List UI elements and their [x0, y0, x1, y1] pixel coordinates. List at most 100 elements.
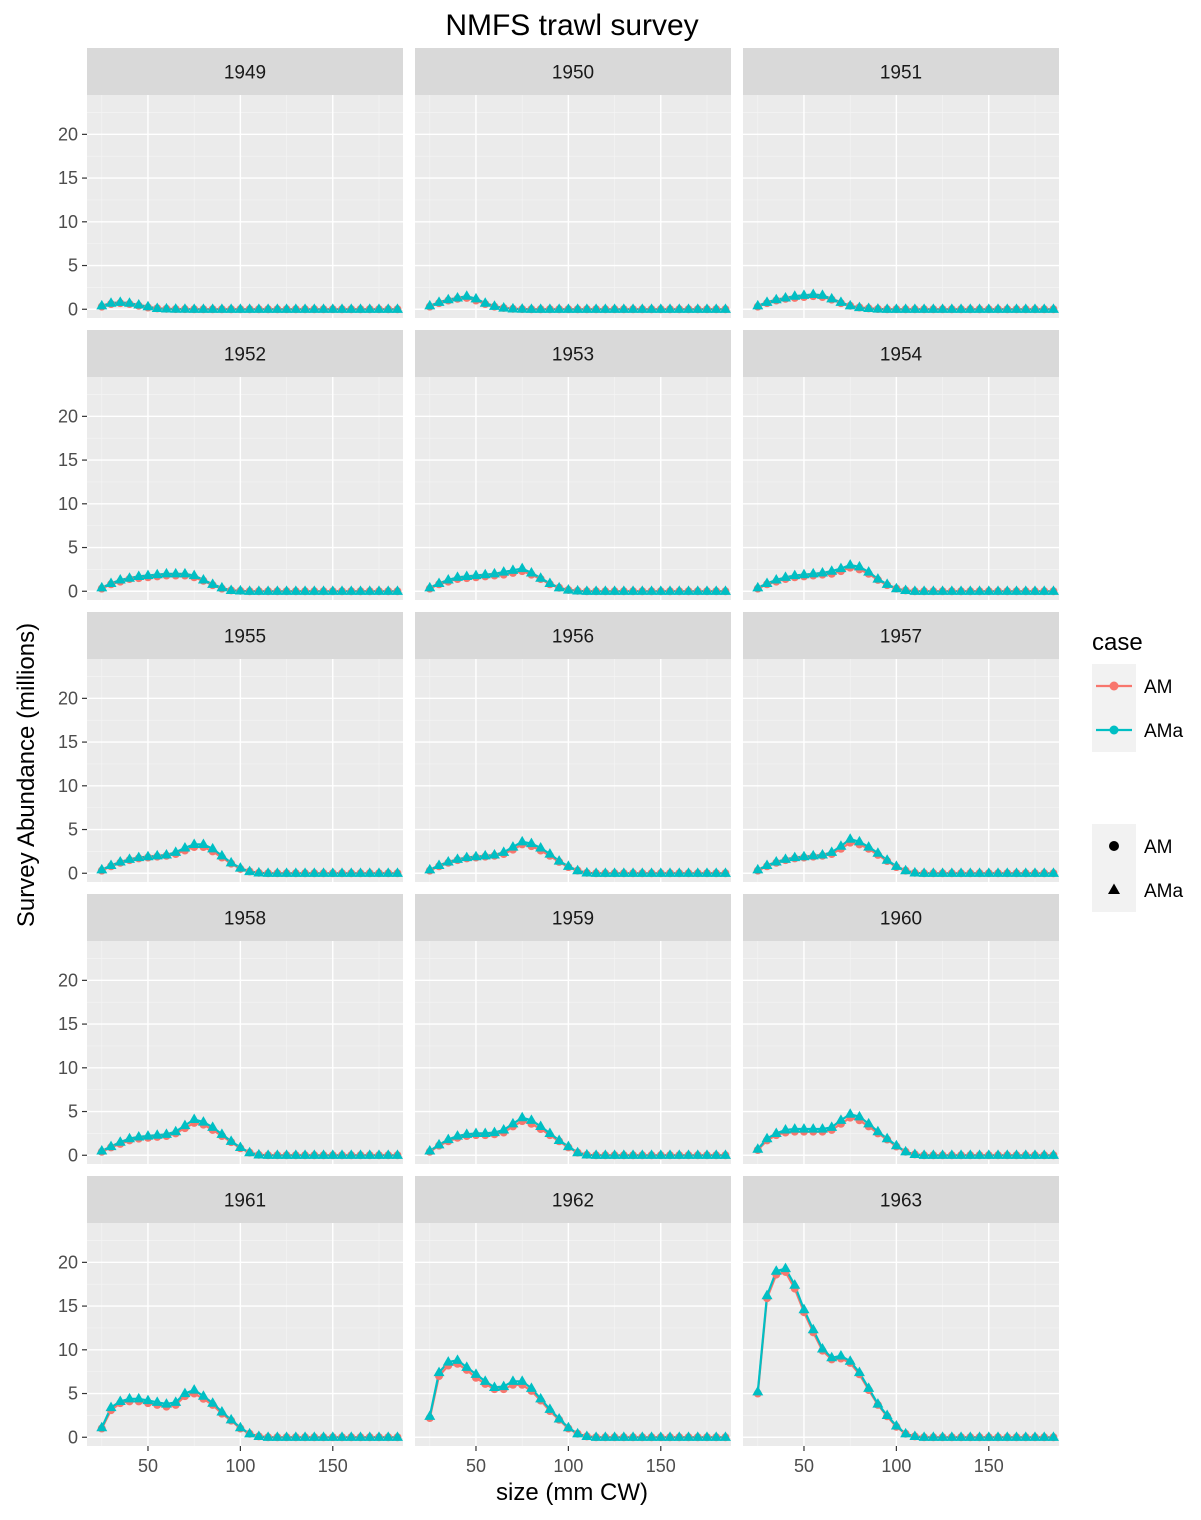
point-AMa [946, 585, 958, 595]
y-tick-label: 10 [58, 1058, 78, 1078]
point-AMa [807, 1323, 819, 1334]
point-AMa [1047, 585, 1059, 595]
point-AMa [909, 866, 921, 877]
facet-background [415, 95, 731, 318]
point-AMa [992, 585, 1004, 595]
point-AMa [105, 577, 117, 588]
point-AMa [752, 299, 764, 310]
point-AMa [752, 581, 764, 592]
point-AMa [992, 1431, 1004, 1441]
point-AMa [354, 867, 366, 877]
x-tick-label: 50 [466, 1456, 486, 1476]
point-AMa [835, 1114, 847, 1124]
point-AMa [382, 303, 394, 313]
point-AMa [244, 865, 256, 876]
point-AMa [1047, 867, 1059, 877]
point-AMa [424, 863, 436, 874]
point-AMa [461, 570, 473, 581]
point-AMa [636, 303, 648, 313]
point-AMa [253, 585, 265, 595]
point-AMa [160, 848, 172, 859]
point-AMa [983, 1431, 995, 1441]
point-AMa [290, 585, 302, 595]
point-AMa [844, 1355, 856, 1365]
point-AMa [946, 303, 958, 313]
y-tick-label: 10 [58, 1340, 78, 1360]
point-AMa [853, 560, 865, 571]
point-AMa [525, 1382, 537, 1392]
point-AMa [281, 867, 293, 877]
point-AMa [244, 1146, 256, 1157]
point-AMa [345, 867, 357, 877]
point-AMa [710, 585, 722, 595]
point-AMa [262, 867, 274, 877]
point-AMa [618, 585, 630, 595]
point-AMa [373, 303, 385, 313]
facet-strip [87, 1176, 403, 1223]
point-AMa [881, 303, 893, 313]
point-AMa [391, 867, 403, 877]
point-AMa [327, 1431, 339, 1441]
point-AMa [590, 867, 602, 877]
x-tick-label: 150 [974, 1456, 1004, 1476]
point-AMa [682, 1149, 694, 1159]
facet-background [743, 377, 1059, 600]
point-AMa [752, 1385, 764, 1396]
point-AMa [955, 585, 967, 595]
point-AMa [590, 303, 602, 313]
x-tick-label: 100 [881, 1456, 911, 1476]
point-AMa [124, 1392, 136, 1403]
y-tick-label: 15 [58, 450, 78, 470]
y-tick-label: 5 [68, 256, 78, 276]
point-AMa [516, 303, 528, 313]
point-AMa [271, 303, 283, 313]
facet-strip-label: 1957 [880, 627, 922, 648]
point-AMa [826, 1351, 838, 1362]
point-AMa [336, 303, 348, 313]
point-AMa [299, 867, 311, 877]
point-AMa [646, 1149, 658, 1159]
point-AMa [207, 303, 219, 313]
facet-strip [743, 330, 1059, 377]
point-AMa [553, 1412, 565, 1423]
x-tick-label: 150 [646, 1456, 676, 1476]
facet-strip-label: 1952 [224, 345, 266, 366]
facet-background [415, 659, 731, 882]
point-AMa [955, 1149, 967, 1159]
point-AMa [918, 867, 930, 877]
point-AMa [470, 1127, 482, 1138]
y-tick-label: 0 [68, 1145, 78, 1165]
point-AMa [207, 842, 219, 853]
point-AMa [124, 572, 136, 582]
point-AMa [105, 297, 117, 307]
point-AMa [581, 585, 593, 595]
point-AMa [636, 585, 648, 595]
facet-strip [87, 48, 403, 95]
facet-panel-1961: 1961 [87, 1176, 403, 1446]
point-AMa [789, 290, 801, 300]
point-AMa [336, 585, 348, 595]
facet-panel-1960: 1960 [743, 894, 1059, 1164]
point-AMa [244, 1427, 256, 1438]
y-tick-label: 15 [58, 168, 78, 188]
point-AMa [844, 1108, 856, 1118]
point-AMa [373, 867, 385, 877]
point-AMa [992, 303, 1004, 313]
point-AMa [872, 1125, 884, 1136]
point-AMa [974, 1149, 986, 1159]
point-AMa [701, 1431, 713, 1441]
point-AMa [770, 855, 782, 866]
point-AMa [452, 853, 464, 863]
point-AMa [609, 1149, 621, 1159]
point-AMa [770, 293, 782, 304]
point-AMa [170, 303, 182, 313]
point-AMa [498, 1380, 510, 1391]
point-AMa [207, 1121, 219, 1131]
legend-point-AM [1109, 681, 1119, 691]
point-AMa [900, 303, 912, 313]
point-AMa [701, 867, 713, 877]
point-AMa [318, 1149, 330, 1159]
point-AMa [780, 1262, 792, 1273]
point-AMa [835, 1350, 847, 1360]
